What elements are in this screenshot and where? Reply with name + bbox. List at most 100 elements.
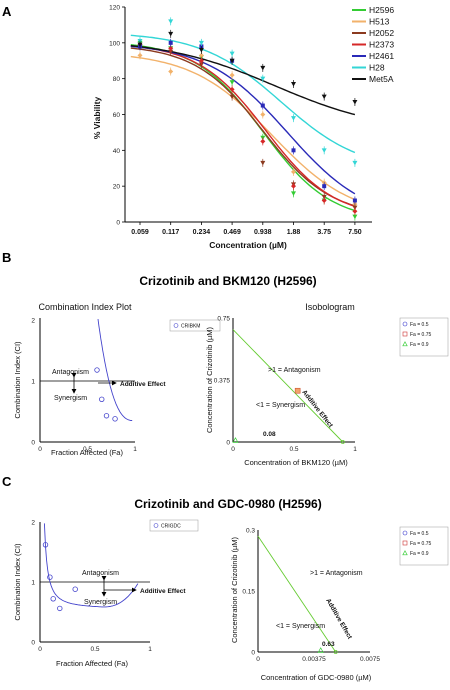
data-point-h2461: [322, 184, 327, 189]
y-tick-label: 80: [113, 76, 121, 83]
legend-circle-icon: [402, 530, 408, 536]
x-tick-label: 0.938: [254, 229, 272, 236]
legend-label-met5a: Met5A: [369, 74, 394, 84]
y-tick-label: 0.75: [217, 316, 230, 323]
additive-line-endpoint: [340, 440, 345, 444]
y-tick-label: 0: [31, 440, 35, 447]
ci-fit-curve: [97, 319, 133, 422]
legend-label-h513: H513: [369, 17, 390, 27]
panel-c-ci-plot: CRIGDC 0 0.5 1 0 1 2 Antagonism Synergism Add…: [13, 520, 199, 668]
data-point-h513: [260, 112, 266, 117]
y-tick-label: 0: [116, 220, 120, 227]
x-tick-label: 0.5: [83, 446, 92, 453]
c-ci-legend-marker: [153, 523, 159, 528]
data-point-h2052: [229, 94, 235, 100]
data-point-h28: [198, 40, 204, 46]
legend-label-h2373: H2373: [369, 40, 394, 50]
y-tick-label: 0: [251, 650, 255, 657]
x-tick-label: 0.059: [131, 229, 149, 236]
data-point-h2052: [260, 160, 266, 166]
ci-fit-curve: [43, 523, 139, 608]
ci-data-point: [99, 396, 105, 402]
data-point-met5a: [321, 94, 327, 100]
c-iso-ci-value: 0.63: [322, 641, 335, 648]
c-ci-x-label: Fraction Affected (Fa): [56, 659, 128, 668]
c-iso-additive-text: Additive Effect: [324, 598, 353, 642]
curve-h2461: [130, 45, 356, 195]
panel-b-label: B: [2, 250, 11, 265]
y-tick-label: 2: [31, 318, 35, 325]
legend-label: Fa = 0.75: [410, 332, 431, 338]
curve-met5a: [130, 45, 356, 116]
y-tick-label: 1: [31, 379, 35, 386]
panel-a-chart: 0 20 40 60 80 100 120 0.059 0.117 0.234 0.469 0.93…: [92, 5, 394, 251]
ci-data-point: [94, 367, 100, 373]
x-tick-label: 0: [38, 446, 42, 453]
legend-label: Fa = 0.9: [410, 342, 429, 348]
data-point-h2596: [352, 214, 358, 220]
x-tick-label: 1: [353, 446, 357, 453]
data-point-met5a: [260, 65, 266, 71]
legend-label-h2461: H2461: [369, 51, 394, 61]
b-ci-legend-marker: [173, 323, 179, 328]
x-tick-label: 0.00375: [302, 656, 326, 663]
x-tick-label: 3.75: [317, 229, 331, 236]
data-point-h2461: [260, 103, 265, 108]
b-ci-additive-text: Additive Effect: [120, 381, 166, 388]
data-point-h2461: [291, 148, 296, 153]
x-tick-label: 0.234: [193, 229, 211, 236]
y-tick-label: 40: [113, 148, 121, 155]
legend-label-h28: H28: [369, 63, 385, 73]
ci-data-point: [103, 413, 110, 419]
data-point-met5a: [198, 48, 204, 53]
ci-data-point: [72, 586, 78, 592]
data-point-met5a: [291, 82, 296, 87]
legend-triangle-icon: [402, 341, 408, 347]
b-ci-legend-box: [169, 319, 221, 332]
data-point-h2596: [229, 80, 235, 85]
additive-line-endpoint: [333, 650, 338, 654]
data-point-h513: [291, 169, 296, 175]
b-iso-antagonism-text: >1 = Antagonism: [268, 367, 321, 374]
data-point-met5a: [352, 99, 358, 105]
panel-c-title: Crizotinib and GDC-0980 (H2596): [134, 497, 321, 511]
data-point-h2373: [198, 58, 204, 64]
c-ci-antagonism-text: Antagonism: [82, 570, 119, 577]
b-iso-legend-box: [399, 317, 449, 357]
panel-b-title: Crizotinib and BKM120 (H2596): [139, 274, 316, 288]
panel-c-isobologram: Fa = 0.5 Fa = 0.75 Fa = 0.9 0 0.00375 0.0075…: [230, 526, 449, 682]
b-iso-additive-text: Additive Effect: [300, 389, 334, 430]
y-tick-label: 0.15: [242, 589, 255, 596]
iso-point-fa-075: [294, 387, 301, 394]
y-tick-label: 0: [226, 440, 230, 447]
additive-line: [232, 329, 344, 443]
data-point-h513: [229, 72, 235, 78]
c-ci-y-label: Combination Index (CI): [13, 543, 22, 621]
data-point-h2373: [229, 86, 235, 92]
b-ci-legend-text: CRIBKM: [181, 324, 200, 330]
panel-b-isobologram: Fa = 0.5 Fa = 0.75 Fa = 0.9 0 0.5 1 0 0.375 0.7…: [205, 316, 449, 467]
ci-data-point: [42, 542, 49, 548]
data-point-h2596: [291, 191, 296, 196]
data-point-met5a: [168, 31, 174, 37]
legend-square-icon: [402, 540, 408, 546]
data-point-h28: [229, 51, 235, 57]
iso-point-fa-09: [317, 647, 324, 653]
legend-label-h2052: H2052: [369, 28, 394, 38]
x-tick-label: 0.5: [90, 646, 99, 653]
legend-label-h2596: H2596: [369, 5, 394, 15]
x-tick-label: 1: [133, 446, 137, 453]
data-point-h2373: [260, 138, 266, 144]
panel-c-label: C: [2, 474, 12, 489]
iso-point-fa-09: [232, 437, 239, 443]
c-iso-antagonism-text: >1 = Antagonism: [310, 570, 363, 577]
data-point-h2373: [352, 208, 358, 214]
legend-label: Fa = 0.9: [410, 551, 429, 557]
data-point-h513: [137, 52, 143, 58]
y-tick-label: 0.375: [214, 378, 231, 385]
data-point-h2373: [291, 183, 296, 189]
data-point-h28: [260, 76, 266, 82]
additive-line: [257, 535, 337, 653]
y-tick-label: 100: [109, 40, 120, 47]
